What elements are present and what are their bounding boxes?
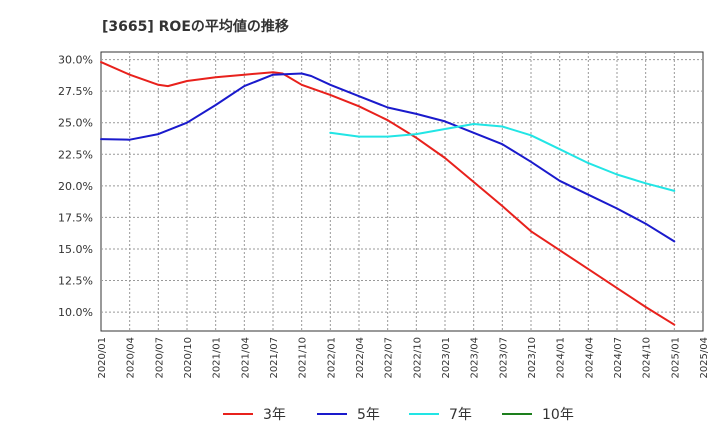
- y-axis: 10.0% 12.5% 15.0% 17.5% 20.0% 22.5% 25.0% 27.5%…: [58, 54, 93, 319]
- x-tick-label: 2024/04: [584, 337, 595, 379]
- chart-title: [3665] ROEの平均値の推移: [102, 18, 289, 35]
- x-tick-label: 2020/01: [97, 337, 108, 379]
- x-tick-label: 2021/04: [240, 337, 251, 379]
- x-tick-label: 2023/04: [470, 337, 481, 379]
- y-tick-label: 17.5%: [58, 211, 93, 224]
- legend-label: 5年: [357, 407, 380, 423]
- x-tick-label: 2022/10: [412, 337, 423, 379]
- series-line: [329, 123, 676, 192]
- x-tick-label: 2025/04: [699, 337, 710, 379]
- x-tick-label: 2020/04: [126, 337, 137, 379]
- x-tick-label: 2020/10: [183, 337, 194, 379]
- x-tick-label: 2025/01: [670, 337, 681, 379]
- series-line: [100, 61, 676, 326]
- grid: [101, 52, 703, 331]
- y-tick-label: 20.0%: [58, 180, 93, 193]
- series-line: [100, 72, 676, 243]
- x-tick-label: 2022/04: [355, 337, 366, 379]
- x-tick-label: 2020/07: [154, 337, 165, 379]
- x-tick-label: 2021/01: [212, 337, 223, 379]
- y-tick-label: 22.5%: [58, 148, 93, 161]
- y-tick-label: 25.0%: [58, 117, 93, 130]
- x-tick-label: 2024/10: [642, 337, 653, 379]
- x-tick-label: 2024/01: [556, 337, 567, 379]
- series-lines: [100, 61, 676, 326]
- x-tick-label: 2022/01: [326, 337, 337, 379]
- legend-label: 10年: [542, 407, 574, 423]
- legend-label: 7年: [449, 407, 472, 423]
- x-tick-label: 2021/10: [298, 337, 309, 379]
- plot-area: [100, 51, 704, 332]
- x-tick-label: 2022/07: [384, 337, 395, 379]
- y-tick-label: 12.5%: [58, 275, 93, 288]
- x-tick-label: 2023/07: [498, 337, 509, 379]
- y-tick-label: 10.0%: [58, 306, 93, 319]
- x-axis: 2020/01 2020/04 2020/07 2020/10 2021/01 2021/…: [97, 337, 710, 379]
- x-tick-label: 2021/07: [269, 337, 280, 379]
- y-tick-label: 27.5%: [58, 85, 93, 98]
- legend: 3年 5年 7年 10年: [223, 407, 574, 423]
- legend-label: 3年: [263, 407, 286, 423]
- y-tick-label: 15.0%: [58, 243, 93, 256]
- x-tick-label: 2024/07: [613, 337, 624, 379]
- x-tick-label: 2023/01: [441, 337, 452, 379]
- x-tick-label: 2023/10: [527, 337, 538, 379]
- y-tick-label: 30.0%: [58, 54, 93, 67]
